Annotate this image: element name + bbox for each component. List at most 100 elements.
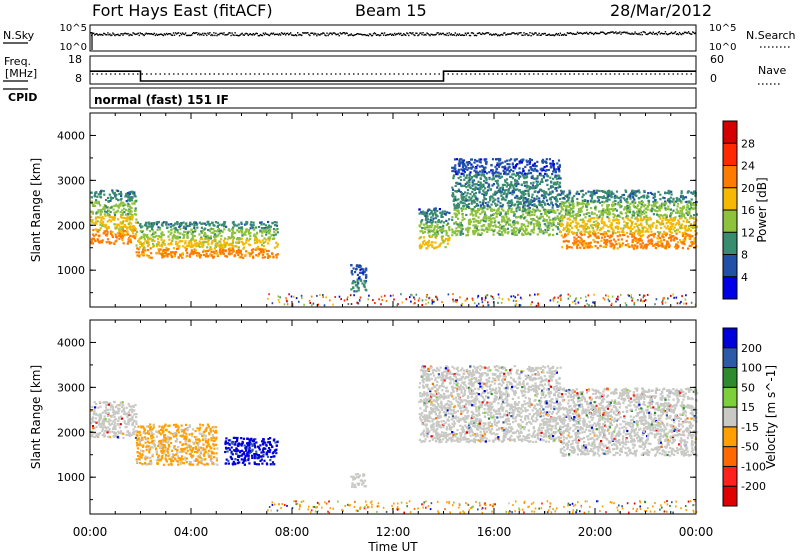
data-cell xyxy=(659,214,662,217)
data-cell xyxy=(111,231,114,234)
noise-point xyxy=(625,32,627,34)
data-cell xyxy=(537,225,540,228)
data-cell xyxy=(567,297,570,300)
data-cell xyxy=(560,201,563,204)
data-cell xyxy=(514,196,517,199)
noise-point xyxy=(430,33,432,35)
data-cell xyxy=(232,248,235,251)
data-cell xyxy=(451,215,454,219)
data-cell xyxy=(595,189,598,192)
noise-point xyxy=(374,33,377,35)
data-cell xyxy=(207,220,210,223)
data-cell xyxy=(527,222,530,225)
noise-point xyxy=(151,33,153,35)
data-cell xyxy=(146,233,149,236)
data-cell xyxy=(664,191,667,194)
data-cell xyxy=(477,207,480,211)
data-cell xyxy=(425,211,428,214)
data-cell xyxy=(522,167,525,170)
data-cell xyxy=(121,235,125,239)
data-cell xyxy=(133,213,137,216)
freq-panel: Freq. [MHz] 18 8 60 0 Nave xyxy=(3,53,786,85)
data-cell xyxy=(206,237,209,240)
noise-point xyxy=(692,31,694,33)
noise-point xyxy=(428,34,430,36)
data-cell xyxy=(101,224,104,227)
noise-point xyxy=(424,33,426,36)
data-cell xyxy=(492,176,495,179)
data-cell xyxy=(468,176,471,179)
data-cell xyxy=(222,244,225,247)
data-cell xyxy=(562,196,565,200)
noise-point xyxy=(164,34,167,36)
data-cell xyxy=(522,175,525,178)
data-cell xyxy=(150,234,153,237)
data-cell xyxy=(151,239,154,243)
data-cell xyxy=(467,199,470,202)
data-cell xyxy=(458,204,461,207)
data-cell xyxy=(561,216,564,219)
noise-point xyxy=(606,32,608,35)
data-cell xyxy=(173,227,176,230)
data-cell xyxy=(601,217,604,220)
data-cell xyxy=(511,201,514,204)
data-cell xyxy=(610,234,613,238)
data-cell xyxy=(537,227,540,230)
data-cell xyxy=(462,174,465,177)
data-cell xyxy=(254,237,257,240)
data-cell xyxy=(586,199,589,203)
noise-point xyxy=(453,34,455,36)
noise-point xyxy=(356,33,358,35)
data-cell xyxy=(183,230,186,233)
data-cell xyxy=(469,198,472,201)
data-cell xyxy=(589,219,592,222)
data-cell xyxy=(581,189,584,192)
data-cell xyxy=(437,233,440,236)
data-cell xyxy=(160,238,163,241)
data-cell xyxy=(147,256,151,259)
noise-point xyxy=(638,32,640,35)
data-cell xyxy=(471,187,475,190)
data-cell xyxy=(498,233,501,236)
data-cell xyxy=(678,230,681,234)
noise-point xyxy=(92,32,94,35)
data-cell xyxy=(174,230,177,233)
data-cell xyxy=(544,160,548,163)
data-cell xyxy=(477,209,480,212)
data-cell xyxy=(95,216,98,219)
data-cell xyxy=(609,195,612,198)
data-cell xyxy=(693,222,696,225)
data-cell xyxy=(481,203,484,206)
data-cell xyxy=(460,230,463,233)
data-cell xyxy=(467,202,471,206)
data-cell xyxy=(114,194,117,197)
data-cell xyxy=(483,206,486,209)
data-cell xyxy=(231,245,234,248)
data-cell xyxy=(360,271,363,274)
data-cell xyxy=(427,228,430,231)
data-cell xyxy=(237,246,240,249)
data-cell xyxy=(508,206,511,209)
data-cell xyxy=(688,244,691,247)
data-cell xyxy=(583,233,586,236)
noise-point xyxy=(191,34,193,36)
data-cell xyxy=(455,158,459,161)
noise-point xyxy=(273,34,276,36)
noise-point xyxy=(651,33,653,35)
data-cell xyxy=(149,237,152,240)
data-cell xyxy=(500,220,504,223)
data-cell xyxy=(453,158,457,161)
data-cell xyxy=(639,209,642,212)
data-cell xyxy=(119,191,122,194)
data-cell xyxy=(524,225,527,228)
data-cell xyxy=(516,228,519,231)
data-cell xyxy=(295,297,298,300)
data-cell xyxy=(568,246,571,249)
data-cell xyxy=(557,186,560,189)
data-cell xyxy=(186,244,189,247)
data-cell xyxy=(551,228,555,231)
data-cell xyxy=(505,169,508,172)
data-cell xyxy=(678,212,681,215)
data-cell xyxy=(465,174,468,177)
data-cell xyxy=(526,232,529,235)
